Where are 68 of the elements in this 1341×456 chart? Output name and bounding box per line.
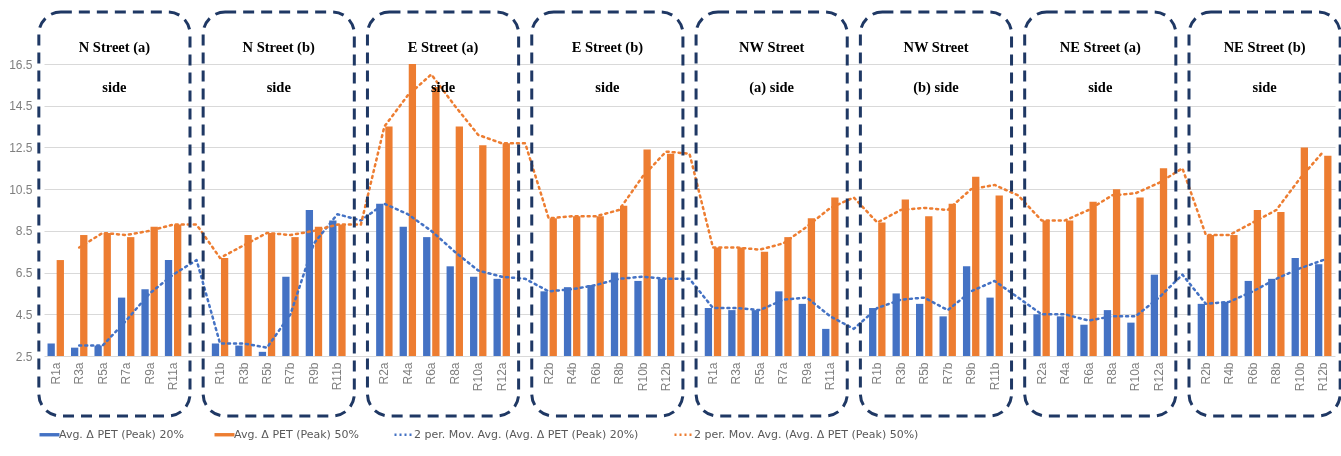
- x-tick-label: R6a: [424, 362, 439, 385]
- x-tick-label: R6b: [588, 362, 603, 385]
- x-tick-label: R3b: [893, 362, 908, 385]
- x-tick-label: R5b: [259, 362, 274, 385]
- y-tick-label: 4.5: [15, 307, 33, 322]
- x-tick-label: R8a: [1105, 362, 1120, 385]
- x-tick-label: R4b: [565, 362, 580, 385]
- text: NE Street (b) side: [1223, 39, 1306, 95]
- text: E Street (a) side: [407, 39, 479, 95]
- x-tick-label: R9b: [306, 362, 321, 385]
- text: E Street (b) side: [571, 39, 644, 95]
- legend-label: Avg. Δ PET (Peak) 50%: [234, 427, 359, 441]
- x-tick-label: R10b: [1292, 362, 1307, 392]
- text: NE Street (a) side: [1059, 39, 1141, 95]
- x-tick-label: R1a: [705, 362, 720, 385]
- text: NW Street (a) side: [739, 39, 805, 95]
- y-tick-label: 6.5: [15, 266, 33, 281]
- text: N Street (a) side: [78, 39, 151, 95]
- y-tick-label: 2.5: [15, 349, 33, 364]
- y-tick-label: 12.5: [9, 140, 33, 155]
- x-tick-label: R11a: [823, 362, 838, 391]
- x-tick-label: R8a: [447, 362, 462, 385]
- x-tick-label: R6b: [1245, 362, 1260, 385]
- x-tick-label: R2b: [541, 362, 556, 385]
- x-tick-label: R6a: [1081, 362, 1096, 385]
- text: NW Street (b) side: [903, 39, 969, 95]
- y-tick-label: 14.5: [9, 99, 33, 114]
- x-tick-label: R1b: [870, 362, 885, 385]
- legend-label: Avg. Δ PET (Peak) 20%: [59, 427, 184, 441]
- x-tick-label: R11b: [330, 362, 345, 391]
- x-tick-label: R8b: [612, 362, 627, 385]
- x-tick-label: R5a: [95, 362, 110, 385]
- x-tick-label: R7a: [119, 362, 134, 385]
- x-tick-label: R2a: [377, 362, 392, 385]
- x-tick-label: R12a: [494, 362, 509, 392]
- x-tick-label: R12b: [659, 362, 674, 392]
- x-tick-label: R12b: [1316, 362, 1331, 392]
- x-tick-label: R7b: [940, 362, 955, 385]
- x-tick-label: R3a: [729, 362, 744, 385]
- x-tick-label: R4a: [400, 362, 415, 385]
- x-tick-label: R4a: [1058, 362, 1073, 385]
- text: N Street (b) side: [242, 39, 315, 95]
- x-tick-label: R1a: [48, 362, 63, 385]
- x-tick-label: R2a: [1034, 362, 1049, 385]
- legend-label: 2 per. Mov. Avg. (Avg. Δ PET (Peak) 50%): [694, 427, 919, 441]
- y-tick-label: 16.5: [9, 57, 33, 72]
- x-tick-label: R5a: [752, 362, 767, 385]
- x-tick-label: R5b: [917, 362, 932, 385]
- x-tick-label: R9a: [142, 362, 157, 385]
- x-tick-label: R10a: [471, 362, 486, 392]
- y-tick-label: 8.5: [15, 224, 33, 239]
- x-tick-label: R4b: [1222, 362, 1237, 385]
- x-tick-label: R1b: [213, 362, 228, 385]
- x-tick-label: R9b: [964, 362, 979, 385]
- x-tick-label: R3a: [72, 362, 87, 385]
- x-tick-label: R9a: [799, 362, 814, 385]
- x-tick-label: R3b: [236, 362, 251, 385]
- x-tick-label: R2b: [1198, 362, 1213, 385]
- x-tick-label: R11a: [166, 362, 181, 391]
- x-tick-label: R8b: [1269, 362, 1284, 385]
- x-tick-label: R7b: [283, 362, 298, 385]
- x-tick-label: R10b: [635, 362, 650, 392]
- y-tick-label: 10.5: [9, 182, 33, 197]
- x-tick-label: R7a: [776, 362, 791, 385]
- x-tick-label: R11b: [987, 362, 1002, 391]
- x-tick-label: R10a: [1128, 362, 1143, 392]
- legend-label: 2 per. Mov. Avg. (Avg. Δ PET (Peak) 20%): [414, 427, 639, 441]
- x-tick-label: R12a: [1151, 362, 1166, 392]
